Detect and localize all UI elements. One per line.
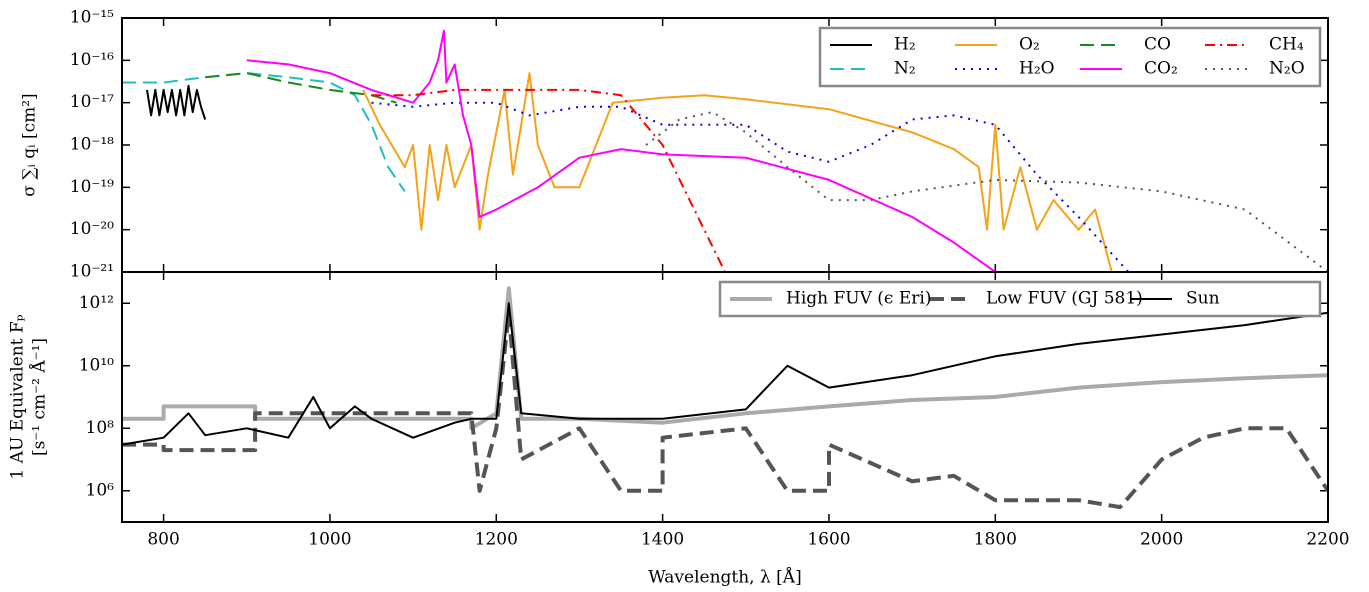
plot-area [122, 286, 1328, 510]
x-tick-label: 1800 [974, 530, 1017, 550]
y-tick-label: 10¹² [79, 293, 114, 313]
y-tick-label: 10⁻¹⁵ [70, 8, 114, 28]
legend-label: Sun [1186, 289, 1220, 309]
plot-frame [121, 271, 1329, 523]
legend-label: High FUV (ϵ Eri) [786, 289, 931, 309]
x-tick-label: 1200 [475, 530, 518, 550]
plot-area [122, 29, 1328, 272]
legend-box [818, 26, 1322, 88]
series-line [246, 29, 996, 272]
y-axis-label: [s⁻¹ cm⁻² Å⁻¹] [29, 338, 50, 456]
y-tick-label: 10⁻²¹ [70, 262, 114, 282]
y-tick-label: 10⁻¹⁸ [70, 135, 114, 155]
series-line [122, 302, 1328, 446]
x-tick-label: 800 [147, 530, 179, 550]
legend-box [718, 280, 1322, 318]
y-tick-label: 10⁶ [86, 480, 115, 500]
x-tick-label: 2200 [1306, 530, 1349, 550]
y-tick-label: 10⁻²⁰ [70, 219, 114, 239]
legend-label: Low FUV (GJ 581) [986, 289, 1143, 309]
x-tick-label: 1600 [807, 530, 850, 550]
x-tick-label: 2000 [1140, 530, 1183, 550]
legend-label: O₂ [1019, 35, 1040, 55]
y-axis-label: σ ∑ᵢ qᵢ [cm²] [20, 93, 40, 196]
y-tick-label: 10⁻¹⁶ [70, 50, 114, 70]
y-tick-label: 10⁻¹⁷ [70, 92, 114, 112]
legend-label: N₂ [894, 59, 916, 79]
legend-label: CO₂ [1144, 59, 1178, 79]
x-tick-label: 1400 [641, 530, 684, 550]
series-line [362, 72, 1113, 272]
series-line [122, 310, 1328, 510]
legend-label: N₂O [1269, 59, 1305, 79]
y-axis-label: 1 AU Equivalent Fₚ [8, 314, 28, 479]
series-line [645, 111, 1328, 272]
x-tick-label: 1000 [308, 530, 351, 550]
y-tick-label: 10¹⁰ [79, 355, 114, 375]
series-line [205, 72, 397, 104]
series-line [146, 84, 207, 120]
y-tick-label: 10⁸ [86, 418, 115, 438]
legend-label: H₂ [894, 35, 916, 55]
series-line [122, 286, 1328, 431]
legend-label: CH₄ [1269, 35, 1304, 55]
legend-label: H₂O [1019, 59, 1055, 79]
legend-label: CO [1144, 35, 1171, 55]
y-tick-label: 10⁻¹⁹ [70, 177, 114, 197]
x-axis-label: Wavelength, λ [Å] [648, 567, 801, 588]
